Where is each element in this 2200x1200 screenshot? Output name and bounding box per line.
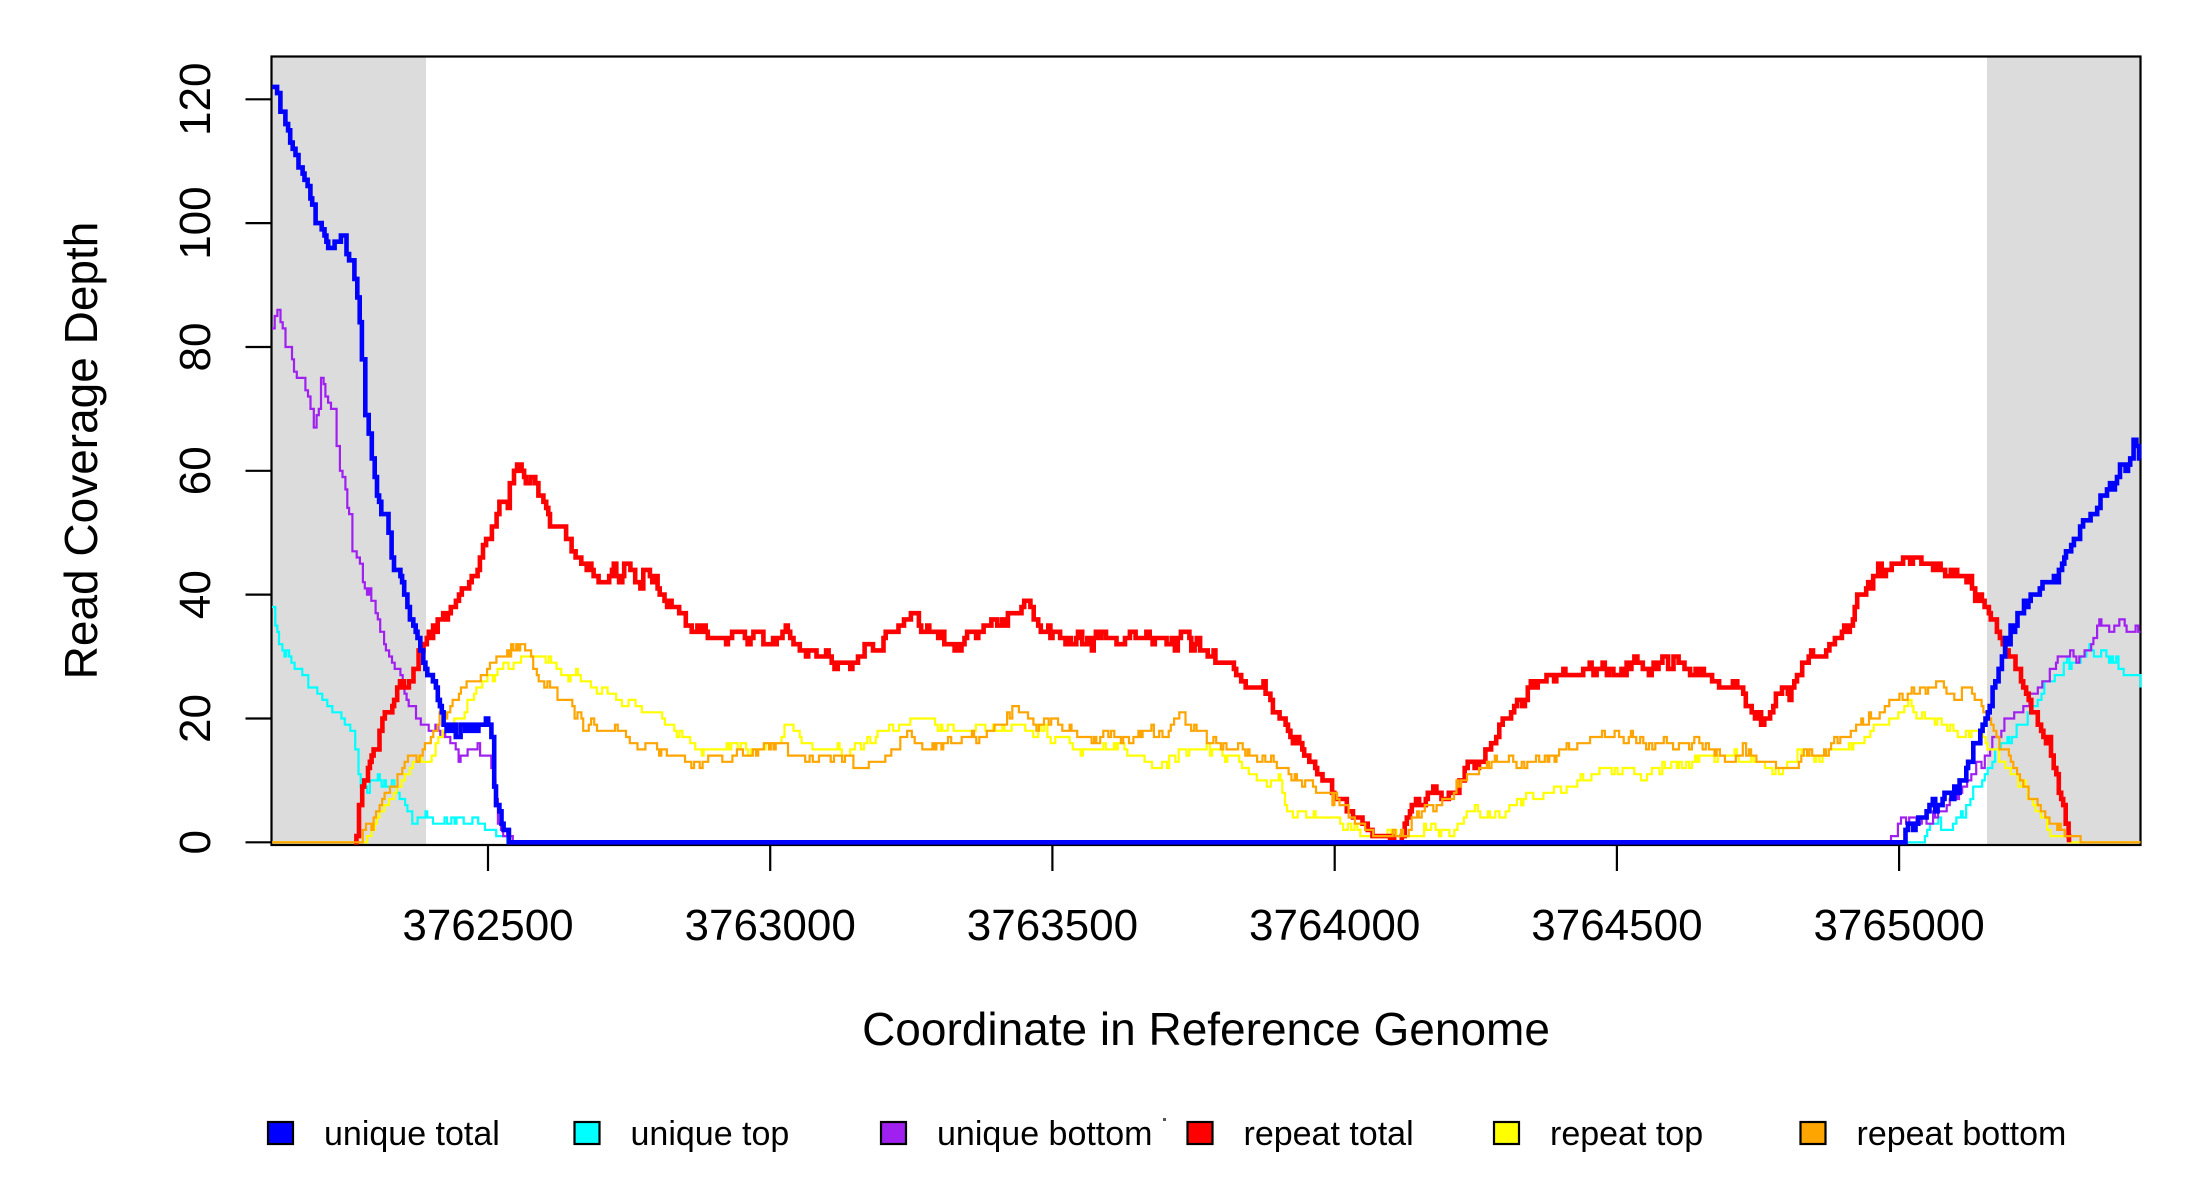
svg-text:100: 100	[171, 186, 220, 259]
svg-text:Coordinate in Reference Genome: Coordinate in Reference Genome	[862, 1003, 1550, 1055]
svg-text:3763500: 3763500	[967, 901, 1138, 950]
svg-text:unique total: unique total	[324, 1115, 500, 1153]
svg-text:repeat bottom: repeat bottom	[1857, 1115, 2067, 1153]
svg-text:repeat top: repeat top	[1550, 1115, 1703, 1153]
svg-text:3764000: 3764000	[1249, 901, 1420, 950]
svg-text:20: 20	[171, 694, 220, 743]
svg-text:3764500: 3764500	[1531, 901, 1702, 950]
svg-text:60: 60	[171, 446, 220, 495]
svg-text:80: 80	[171, 323, 220, 372]
svg-text:repeat total: repeat total	[1244, 1115, 1414, 1153]
svg-text:40: 40	[171, 570, 220, 619]
svg-text:unique top: unique top	[631, 1115, 790, 1153]
svg-text:3762500: 3762500	[402, 901, 573, 950]
svg-text:120: 120	[171, 63, 220, 136]
svg-text:0: 0	[171, 830, 220, 854]
svg-text:unique bottom: unique bottom	[937, 1115, 1153, 1153]
svg-text:3765000: 3765000	[1813, 901, 1984, 950]
svg-text:Read Coverage Depth: Read Coverage Depth	[55, 222, 107, 680]
svg-text:3763000: 3763000	[685, 901, 856, 950]
